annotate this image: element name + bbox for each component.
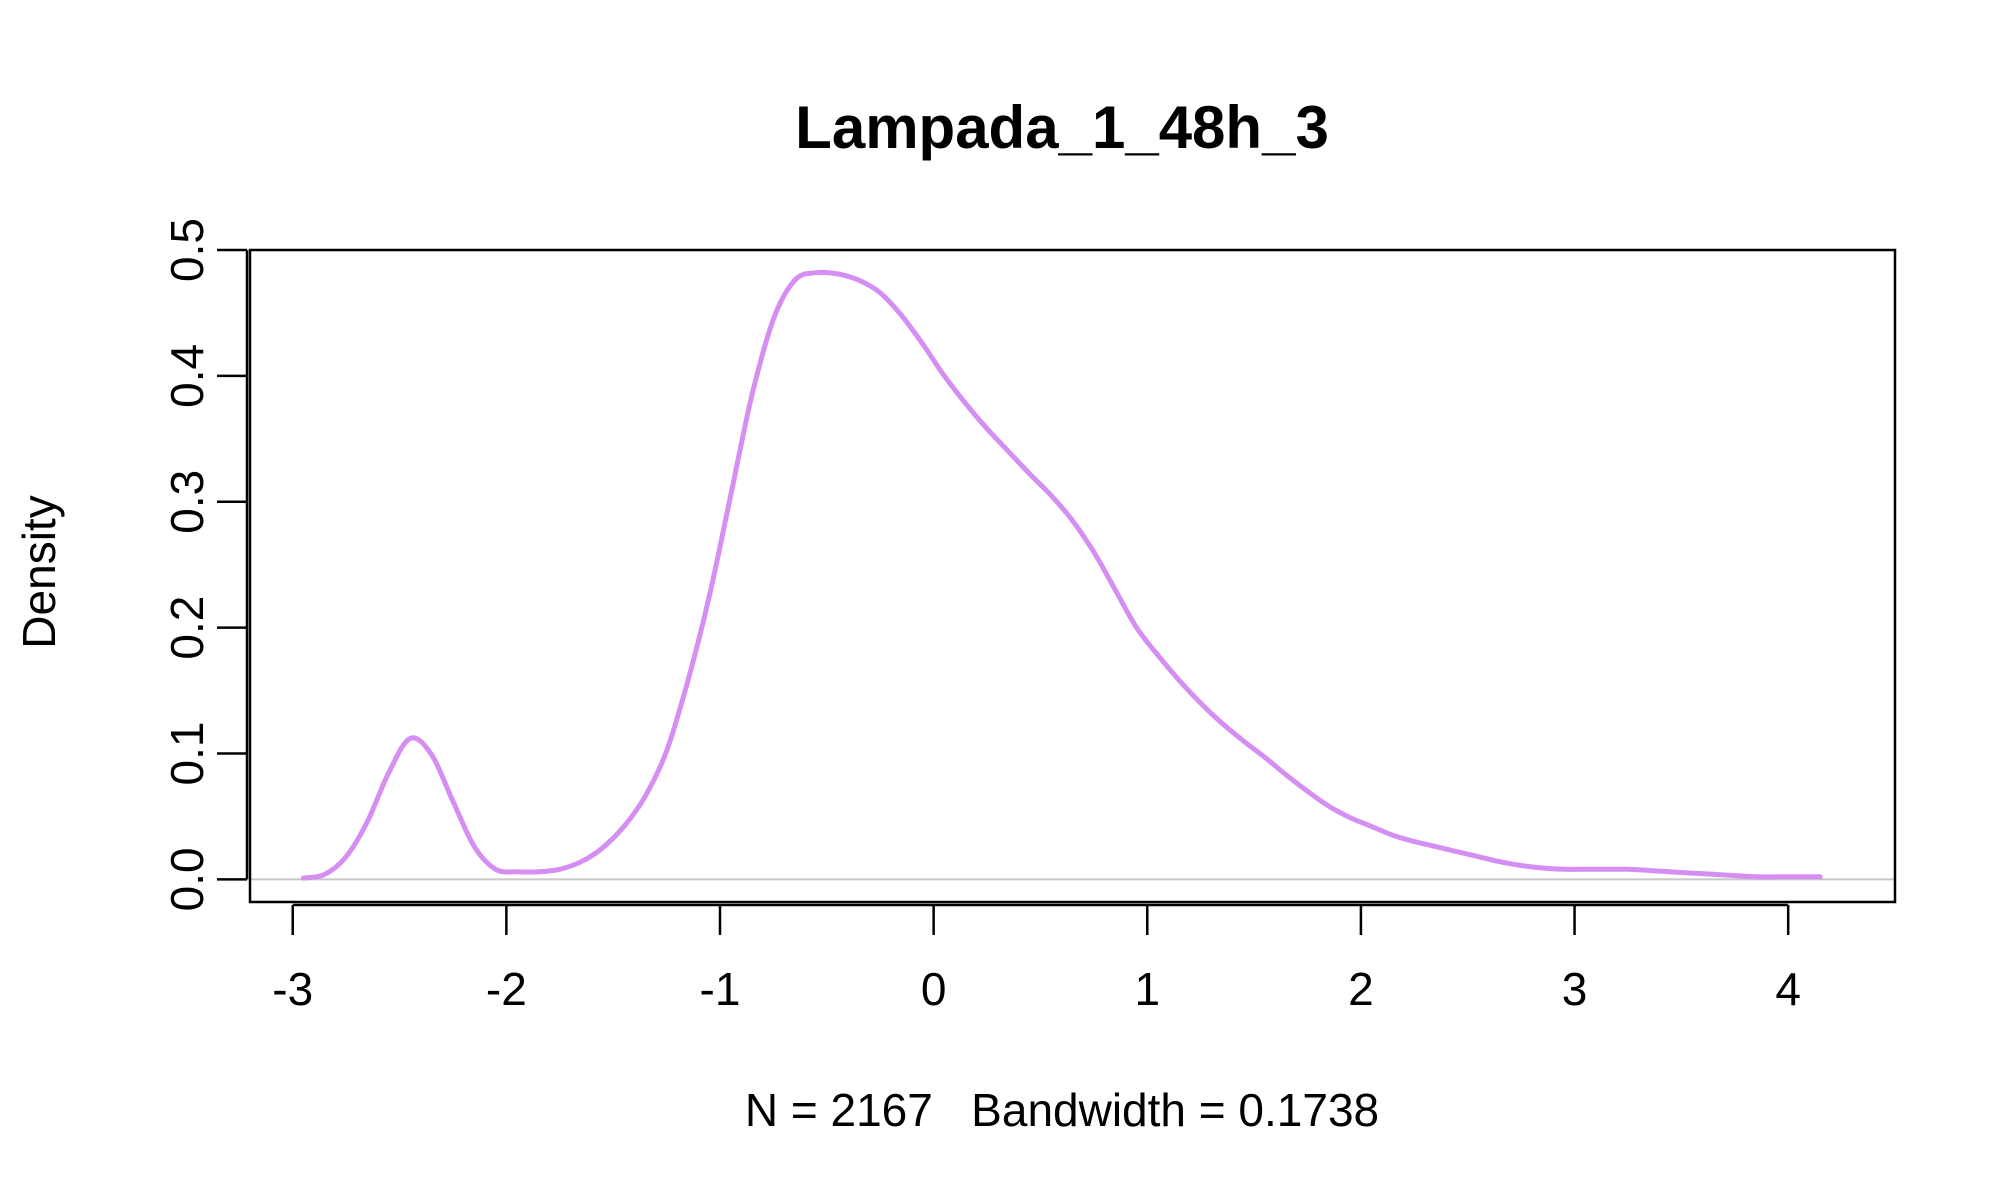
y-tick-label: 0.1 bbox=[161, 721, 213, 785]
x-tick-label: 2 bbox=[1348, 963, 1374, 1015]
y-tick-label: 0.2 bbox=[161, 596, 213, 660]
x-tick-label: 4 bbox=[1775, 963, 1801, 1015]
x-tick-label: -3 bbox=[272, 963, 313, 1015]
y-tick-label: 0.5 bbox=[161, 218, 213, 282]
x-tick-label: -2 bbox=[486, 963, 527, 1015]
y-tick-label: 0.4 bbox=[161, 344, 213, 408]
y-axis-label: Density bbox=[13, 495, 65, 648]
x-tick-label: 1 bbox=[1134, 963, 1160, 1015]
x-tick-label: -1 bbox=[700, 963, 741, 1015]
chart-title: Lampada_1_48h_3 bbox=[795, 94, 1329, 161]
x-tick-label: 0 bbox=[921, 963, 947, 1015]
y-tick-label: 0.0 bbox=[161, 847, 213, 911]
plot-frame bbox=[248, 248, 1897, 904]
density-line bbox=[300, 269, 1823, 881]
x-axis-label: N = 2167 Bandwidth = 0.1738 bbox=[745, 1084, 1379, 1136]
y-tick-label: 0.3 bbox=[161, 470, 213, 534]
x-tick-label: 3 bbox=[1562, 963, 1588, 1015]
plot-area: -3 -2 -1 0 1 2 3 4 0.0 0.1 0.2 0.3 0.4 0.5 bbox=[161, 218, 1897, 1015]
